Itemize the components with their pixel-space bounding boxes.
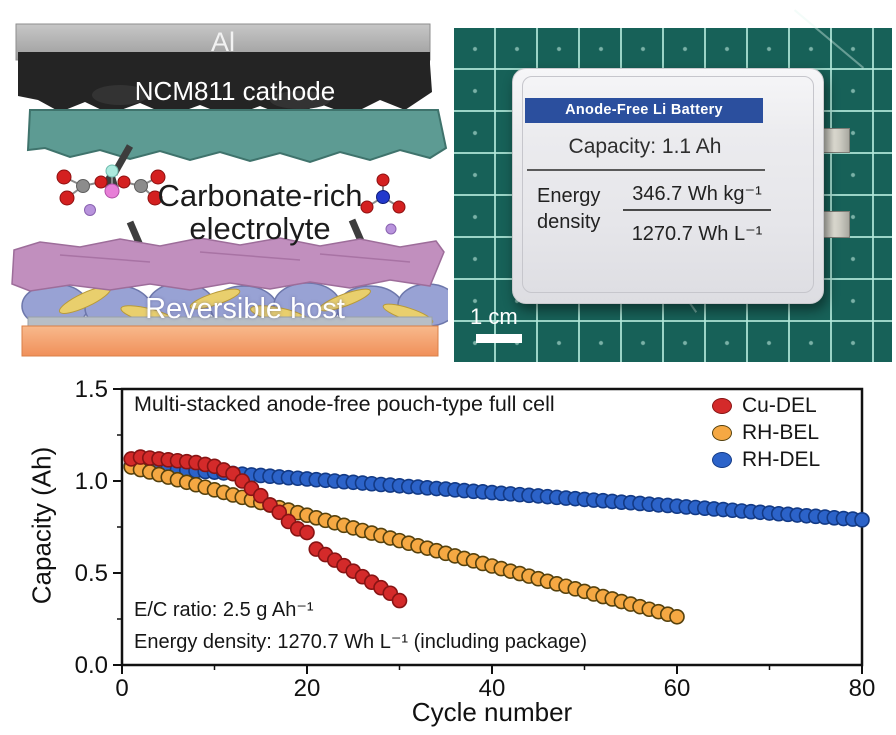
fraction-divider bbox=[623, 209, 771, 211]
energy-word: Energy bbox=[537, 185, 601, 207]
x-tick-label: 60 bbox=[664, 675, 691, 702]
volumetric-energy-value: 1270.7 Wh L⁻¹ bbox=[631, 223, 763, 245]
teal-layer bbox=[26, 109, 448, 164]
cycling-performance-chart: 0 20 40 60 80 0.0 0.5 1.0 1.5 bbox=[75, 376, 876, 702]
y-tick-label: 1.0 bbox=[75, 468, 108, 495]
cathode-texture bbox=[270, 91, 330, 109]
legend-marker-red bbox=[712, 397, 732, 414]
x-tick-label: 80 bbox=[849, 675, 876, 702]
pouch-capacity-text: Capacity: 1.1 Ah bbox=[568, 135, 722, 158]
legend-label: RH-DEL bbox=[742, 447, 821, 471]
y-tick-label: 0.5 bbox=[75, 560, 108, 587]
label-divider bbox=[527, 169, 765, 171]
carbonate-complex-molecule bbox=[56, 164, 166, 216]
pouch-photo-panel: Anode-Free Li Battery Capacity: 1.1 Ah E… bbox=[454, 9, 892, 362]
data-point-Cu-DEL bbox=[391, 592, 408, 609]
chart-legend: Cu-DEL RH-BEL RH-DEL bbox=[712, 392, 820, 473]
separator-folds bbox=[59, 251, 411, 263]
x-tick-label: 40 bbox=[479, 675, 506, 702]
y-tick-label: 1.5 bbox=[75, 376, 108, 403]
mat-scratch bbox=[793, 9, 865, 69]
data-point-Cu-DEL bbox=[271, 504, 288, 521]
legend-entry-rh-del: RH-DEL bbox=[712, 446, 820, 473]
data-point-Cu-DEL bbox=[299, 524, 315, 541]
nitrate-molecule bbox=[360, 173, 406, 235]
y-axis-label: Capacity (Ah) bbox=[26, 446, 57, 605]
substrate-layer bbox=[21, 325, 439, 357]
density-word: density bbox=[537, 211, 601, 233]
cathode-texture bbox=[92, 85, 148, 105]
pouch-tab-positive bbox=[821, 128, 850, 153]
legend-entry-cu-del: Cu-DEL bbox=[712, 392, 820, 419]
x-tick-label: 20 bbox=[294, 675, 321, 702]
legend-marker-blue bbox=[712, 451, 732, 468]
legend-entry-rh-bel: RH-BEL bbox=[712, 419, 820, 446]
pouch-label-title: Anode-Free Li Battery bbox=[525, 98, 763, 123]
legend-label: Cu-DEL bbox=[742, 393, 817, 417]
legend-label: RH-BEL bbox=[742, 420, 820, 444]
scale-bar bbox=[476, 334, 522, 343]
separator-layer bbox=[11, 237, 445, 292]
data-point-RH-BEL bbox=[669, 608, 685, 625]
gravimetric-energy-value: 346.7 Wh kg⁻¹ bbox=[632, 183, 762, 205]
pouch-cell: Anode-Free Li Battery Capacity: 1.1 Ah E… bbox=[512, 68, 824, 304]
pouch-tab-negative bbox=[821, 211, 850, 238]
schematic-panel: Al NCM811 cathode Carbonate-rich electro… bbox=[0, 0, 459, 365]
y-tick-label: 0.0 bbox=[75, 652, 108, 679]
schematic-art bbox=[11, 23, 459, 357]
data-point-RH-DEL bbox=[854, 512, 870, 528]
x-axis-label: Cycle number bbox=[411, 697, 573, 727]
x-tick-label: 0 bbox=[115, 675, 128, 702]
cathode-layer bbox=[18, 52, 432, 118]
legend-marker-orange bbox=[712, 424, 732, 441]
annotation-energy-density: Energy density: 1270.7 Wh L⁻¹ (including… bbox=[134, 631, 588, 653]
data-point-Cu-DEL bbox=[252, 487, 269, 504]
pouch-seam bbox=[522, 76, 814, 293]
chart-title: Multi-stacked anode-free pouch-type full… bbox=[134, 392, 555, 416]
annotation-ec-ratio: E/C ratio: 2.5 g Ah⁻¹ bbox=[134, 599, 314, 621]
scale-label: 1 cm bbox=[470, 304, 518, 329]
